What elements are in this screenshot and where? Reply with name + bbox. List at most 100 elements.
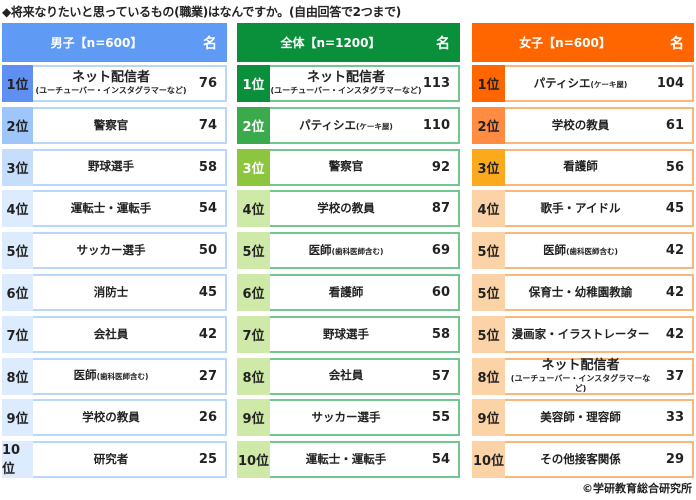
job-cell: 学校の教員 xyxy=(270,192,422,225)
job-cell: 美容師・理容師 xyxy=(505,401,656,434)
count-cell: 55 xyxy=(431,410,450,426)
chart-title: ◆将来なりたいと思っているもの(職業)はなんですか。(自由回答で2つまで) xyxy=(2,5,401,19)
table-row: 10位 研究者 25 xyxy=(2,441,227,479)
job-cell: 警察官 xyxy=(33,109,189,142)
job-name: 会社員 xyxy=(94,327,129,341)
unit-label: 名 xyxy=(670,35,684,52)
count-cell: 92 xyxy=(431,159,450,175)
table-row: 2位 警察官 74 xyxy=(2,106,227,144)
male-header-title: 男子【n=600】 xyxy=(50,36,143,50)
job-name-text: 運転士・運転手 xyxy=(70,201,152,216)
female-rows: 1位 パティシエ(ケーキ屋) 104 2位 学校の教員 61 3位 看護師 56 4位 歌手・アイド… xyxy=(472,65,694,479)
table-row: 5位 医師(歯科医師含む) 42 xyxy=(472,232,694,270)
count-cell: 25 xyxy=(198,452,217,468)
table-row: 5位 保育士・幼稚園教諭 42 xyxy=(472,273,694,311)
job-cell: サッカー選手 xyxy=(270,401,422,434)
table-row: 2位 パティシエ(ケーキ屋) 110 xyxy=(237,106,460,144)
table-row: 8位 会社員 57 xyxy=(237,357,460,395)
job-name-text: ネット配信者 xyxy=(541,358,620,374)
job-name: 野球選手 xyxy=(88,160,134,173)
job-cell: パティシエ(ケーキ屋) xyxy=(270,109,422,142)
job-name-text: サッカー選手 xyxy=(76,243,146,258)
count-cell: 58 xyxy=(198,159,217,175)
count-cell: 42 xyxy=(665,326,684,342)
job-name: 医師(歯科医師含む) xyxy=(74,369,149,382)
job-name-text: 医師 xyxy=(73,368,97,383)
table-row: 7位 会社員 42 xyxy=(2,315,227,353)
female-ranking-table: 女子【n=600】 名 1位 パティシエ(ケーキ屋) 104 2位 学校の教員 61 3位 看… xyxy=(472,23,694,483)
job-cell: 会社員 xyxy=(270,360,422,393)
job-note: (ケーキ屋) xyxy=(355,121,393,131)
job-cell: ネット配信者 (ユーチューバー・インスタグラマーなど) xyxy=(505,358,656,393)
job-note: (歯科医師含む) xyxy=(331,247,384,257)
count-cell: 74 xyxy=(198,117,217,133)
rank-cell: 9位 xyxy=(472,399,505,437)
job-cell: その他接客関係 xyxy=(505,443,656,476)
rank-cell: 2位 xyxy=(2,106,33,144)
job-cell: 消防士 xyxy=(33,276,189,309)
male-rows: 1位 ネット配信者 (ユーチューバー・インスタグラマーなど) 76 2位 警察官 74 3位野… xyxy=(2,65,227,479)
job-cell: 学校の教員 xyxy=(505,109,656,142)
count-cell: 26 xyxy=(198,410,217,426)
count-cell: 54 xyxy=(431,452,450,468)
count-cell: 61 xyxy=(665,117,684,133)
copyright-credit: ©学研教育総合研究所 xyxy=(582,482,692,495)
job-name: サッカー選手 xyxy=(76,243,146,258)
rank-cell: 10位 xyxy=(2,441,33,479)
table-row: 5位 漫画家・イラストレーター 42 xyxy=(472,315,694,353)
job-cell: 看護師 xyxy=(270,276,422,309)
job-name-text: 野球選手 xyxy=(88,159,134,174)
job-name-text: 看護師 xyxy=(328,284,364,299)
job-name: 歌手・アイドル xyxy=(541,202,621,215)
job-name: 医師(歯科医師含む) xyxy=(543,243,618,258)
job-name-text: 学校の教員 xyxy=(551,117,610,132)
job-name-text: 医師 xyxy=(543,243,567,258)
table-row: 9位 学校の教員 26 xyxy=(2,399,227,437)
count-cell: 45 xyxy=(665,201,684,217)
rank-cell: 5位 xyxy=(472,273,505,311)
table-row: 5位 サッカー選手 50 xyxy=(2,232,227,270)
job-cell: 保育士・幼稚園教諭 xyxy=(505,276,656,309)
table-row: 9位 サッカー選手 55 xyxy=(237,399,460,437)
job-name-text: サッカー選手 xyxy=(311,410,381,425)
male-table-header: 男子【n=600】 名 xyxy=(2,23,227,62)
count-cell: 37 xyxy=(665,368,684,384)
job-cell: 医師(歯科医師含む) xyxy=(505,234,656,267)
job-name: 運転士・運転手 xyxy=(71,202,152,215)
table-row: 8位 ネット配信者 (ユーチューバー・インスタグラマーなど) 37 xyxy=(472,357,694,395)
table-row: 6位 消防士 45 xyxy=(2,273,227,311)
count-cell: 56 xyxy=(665,159,684,175)
job-cell: 医師(歯科医師含む) xyxy=(33,360,189,393)
rank-cell: 10位 xyxy=(237,441,270,479)
table-row: 8位 医師(歯科医師含む) 27 xyxy=(2,357,227,395)
rank-cell: 3位 xyxy=(472,148,505,186)
job-name-text: 漫画家・イラストレーター xyxy=(511,326,650,341)
count-cell: 42 xyxy=(198,326,217,342)
female-header-title: 女子【n=600】 xyxy=(519,36,611,50)
job-name: 会社員 xyxy=(329,369,364,382)
job-name-text: 警察官 xyxy=(93,117,129,132)
rank-cell: 7位 xyxy=(237,315,270,353)
job-name-text: 学校の教員 xyxy=(317,201,375,216)
count-cell: 29 xyxy=(665,452,684,468)
job-name-text: 警察官 xyxy=(328,159,364,174)
job-subtitle: (ユーチューバー・インスタグラマーなど) xyxy=(510,374,651,393)
total-header-title: 全体【n=1200】 xyxy=(280,36,381,50)
job-cell: 野球選手 xyxy=(33,151,189,184)
rank-cell: 1位 xyxy=(472,65,505,102)
table-row: 3位 野球選手 58 xyxy=(2,148,227,186)
rank-cell: 9位 xyxy=(2,399,33,437)
job-name-text: パティシエ xyxy=(299,117,356,132)
job-name-text: ネット配信者 xyxy=(306,70,385,86)
job-cell: 運転士・運転手 xyxy=(270,443,422,476)
table-row: 3位 看護師 56 xyxy=(472,148,694,186)
job-cell: サッカー選手 xyxy=(33,234,189,267)
rank-cell: 4位 xyxy=(472,190,505,228)
count-cell: 33 xyxy=(665,410,684,426)
job-name: 消防士 xyxy=(93,284,129,299)
unit-label: 名 xyxy=(436,35,450,52)
count-cell: 54 xyxy=(198,201,217,217)
job-name-text: 看護師 xyxy=(563,159,598,174)
job-note: (歯科医師含む) xyxy=(96,372,149,382)
job-name-text: 消防士 xyxy=(93,284,129,299)
